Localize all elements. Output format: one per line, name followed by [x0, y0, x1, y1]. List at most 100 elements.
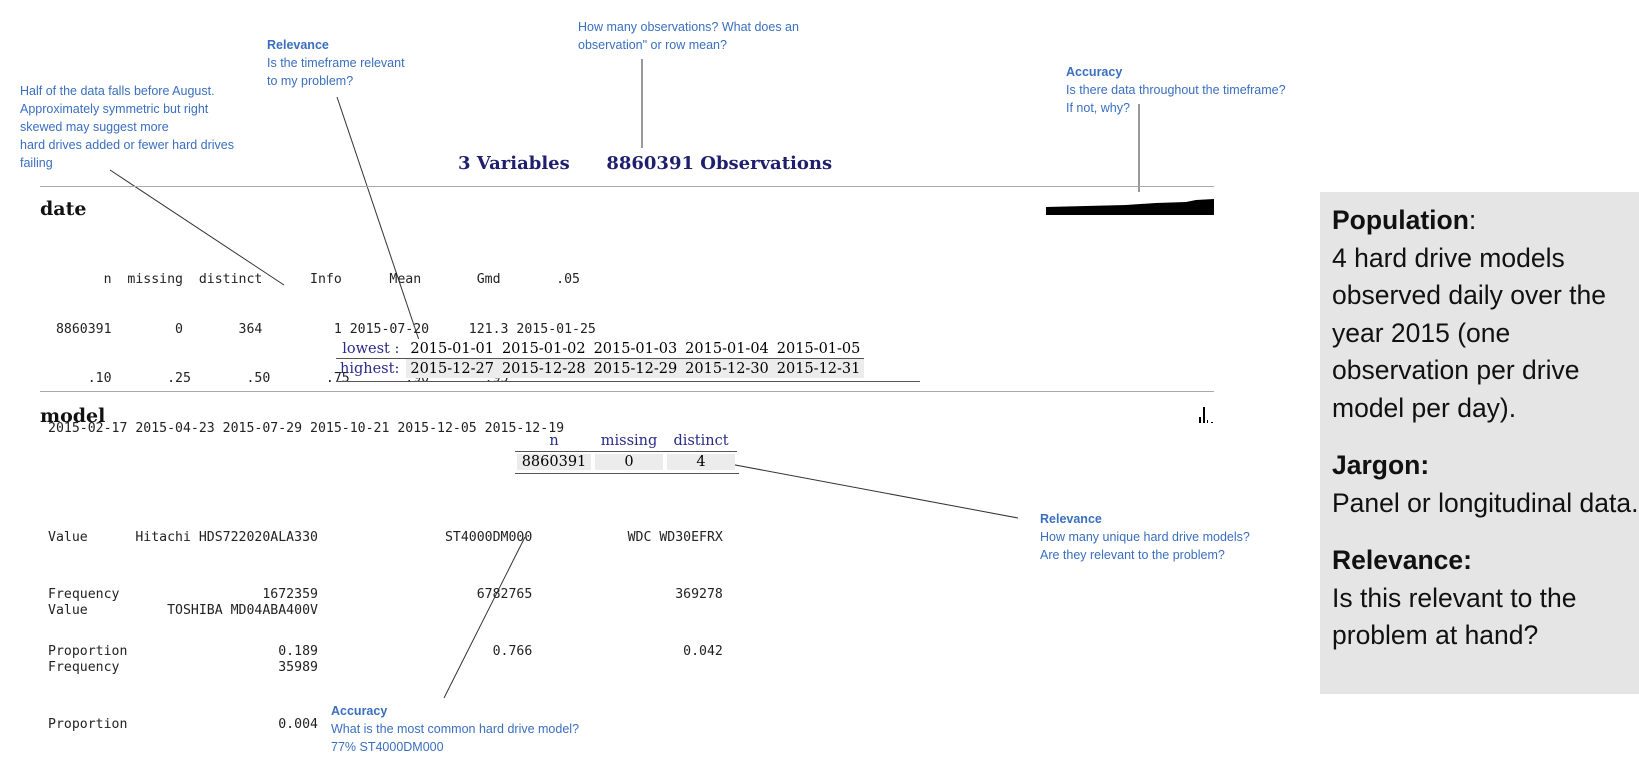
annotation-accuracy-model: Accuracy What is the most common hard dr… [331, 702, 579, 756]
divider-top [40, 186, 1214, 187]
model-stats-header-row: n missing distinct [515, 431, 737, 452]
histogram-spike [1203, 407, 1205, 423]
annotation-title: Accuracy [1066, 65, 1123, 79]
date-extremes-bottom-rule [336, 381, 920, 382]
sidebar-text: Population: 4 hard drive models observed… [1332, 202, 1638, 655]
histogram-bars [1046, 199, 1214, 215]
model-spike-histogram [1199, 407, 1213, 423]
freq-frequency-row: Frequency 35989 [48, 660, 318, 675]
value-missing-text: 0 [595, 454, 663, 470]
histogram-spike [1199, 417, 1201, 423]
lowest-value: 2015-01-01 [406, 339, 498, 359]
lowest-label: lowest : [342, 340, 400, 357]
header-missing: missing [593, 431, 665, 452]
divider-middle [40, 391, 1214, 392]
annotation-line: Half of the data falls before August. [20, 84, 215, 98]
freq-value-row: Value TOSHIBA MD04ABA400V [48, 603, 318, 618]
annotation-title: Accuracy [331, 704, 388, 718]
annotation-line: failing [20, 156, 53, 170]
highest-value: 2015-12-28 [497, 358, 590, 378]
highest-label: highest: [336, 358, 407, 378]
lowest-value: 2015-01-03 [589, 339, 682, 359]
date-quantile-values: 2015-02-17 2015-04-23 2015-07-29 2015-10… [48, 420, 565, 436]
connector-accuracy-model [443, 536, 526, 699]
model-stats-bottom-rule [515, 473, 739, 474]
annotation-title: Relevance [267, 38, 329, 52]
annotation-title: Relevance [1040, 512, 1102, 526]
annotation-line: How many observations? What does an [578, 20, 799, 34]
annotation-accuracy-timeframe: Accuracy Is there data throughout the ti… [1066, 63, 1286, 117]
summary-header: 3 Variables 8860391 Observations [458, 153, 832, 174]
freq-proportion-row: Proportion 0.004 [48, 717, 318, 732]
annotation-line: Are they relevant to the problem? [1040, 548, 1225, 562]
annotation-line: skewed may suggest more [20, 120, 169, 134]
annotation-line: What is the most common hard drive model… [331, 722, 580, 736]
jargon-text: Panel or longitudinal data. [1332, 487, 1639, 518]
variables-count: 3 Variables [458, 153, 570, 174]
histogram-spike [1211, 422, 1213, 423]
histogram-spike [1207, 420, 1208, 423]
population-label: Population [1332, 205, 1469, 235]
value-missing: 0 [593, 452, 665, 473]
freq-frequency-row: Frequency 1672359 6782765 369278 [48, 587, 723, 602]
annotation-observations: How many observations? What does an obse… [578, 18, 799, 54]
highest-row: highest: 2015-12-27 2015-12-28 2015-12-2… [336, 358, 865, 378]
population-line: year 2015 (one [1332, 317, 1511, 348]
annotation-line: Is the timeframe relevant [267, 56, 405, 70]
header-n: n [515, 431, 593, 452]
lowest-value: 2015-01-05 [772, 339, 865, 359]
lowest-value: 2015-01-04 [681, 339, 773, 359]
annotation-line: If not, why? [1066, 101, 1130, 115]
population-line: observed daily over the [1332, 280, 1606, 310]
header-distinct: distinct [665, 431, 737, 452]
population-line: model per day). [1332, 392, 1517, 423]
model-stats-table: n missing distinct 8860391 0 4 [515, 431, 737, 472]
highest-value: 2015-12-30 [681, 358, 773, 378]
value-distinct-text: 4 [667, 454, 735, 470]
annotation-relevance-timeframe: Relevance Is the timeframe relevant to m… [267, 36, 405, 90]
lowest-value: 2015-01-02 [497, 339, 590, 359]
relevance-line: Is this relevant to the [1332, 582, 1577, 613]
annotation-line: hard drives added or fewer hard drives [20, 138, 235, 152]
model-frequency-table-2: Value TOSHIBA MD04ABA400V Frequency 3598… [48, 563, 318, 753]
jargon-heading: Jargon: [1332, 447, 1638, 485]
value-n-text: 8860391 [517, 454, 591, 470]
date-stats-values: 8860391 0 364 1 2015-07-20 121.3 2015-01… [48, 321, 596, 337]
relevance-label: Relevance: [1332, 545, 1472, 575]
observations-count: 8860391 Observations [606, 153, 833, 174]
population-heading: Population: [1332, 205, 1477, 235]
jargon-label: Jargon: [1332, 450, 1430, 480]
annotation-line: How many unique hard drive models? [1040, 530, 1250, 544]
annotation-line: Approximately symmetric but right [20, 102, 209, 116]
date-stats-block: n missing distinct Info Mean Gmd .05 886… [48, 239, 596, 454]
variable-title-model: model [40, 405, 106, 427]
highest-value: 2015-12-29 [589, 358, 682, 378]
connector-half [109, 169, 285, 286]
annotation-line: to my problem? [267, 74, 354, 88]
model-stats-value-row: 8860391 0 4 [515, 452, 737, 473]
freq-proportion-row: Proportion 0.189 0.766 0.042 [48, 644, 723, 659]
lowest-row: lowest : 2015-01-01 2015-01-02 2015-01-0… [336, 339, 865, 359]
date-extremes-table: lowest : 2015-01-01 2015-01-02 2015-01-0… [336, 339, 865, 378]
summary-sidebar: Population: 4 hard drive models observed… [1320, 192, 1639, 694]
annotation-line: observation" or row mean? [578, 38, 727, 52]
connector-relevance-time [336, 96, 425, 356]
relevance-heading: Relevance: [1332, 542, 1638, 580]
annotation-line: 77% ST4000DM000 [331, 740, 444, 754]
population-line: observation per drive [1332, 355, 1580, 385]
model-frequency-table-1: Value Hitachi HDS722020ALA330 ST4000DM00… [48, 490, 723, 680]
value-n: 8860391 [515, 452, 593, 473]
annotation-line: Is there data throughout the timeframe? [1066, 83, 1286, 97]
connector-relevance-models [713, 460, 1019, 519]
relevance-line: problem at hand? [1332, 620, 1539, 650]
highest-value: 2015-12-27 [406, 358, 498, 378]
value-distinct: 4 [665, 452, 737, 473]
highest-value: 2015-12-31 [772, 358, 865, 378]
annotation-half-of-data: Half of the data falls before August. Ap… [20, 82, 234, 172]
variable-title-date: date [40, 198, 87, 220]
freq-value-row: Value Hitachi HDS722020ALA330 ST4000DM00… [48, 530, 723, 545]
date-spike-histogram [1046, 199, 1214, 215]
annotation-relevance-models: Relevance How many unique hard drive mod… [1040, 510, 1250, 564]
date-stats-header: n missing distinct Info Mean Gmd .05 [48, 272, 580, 287]
